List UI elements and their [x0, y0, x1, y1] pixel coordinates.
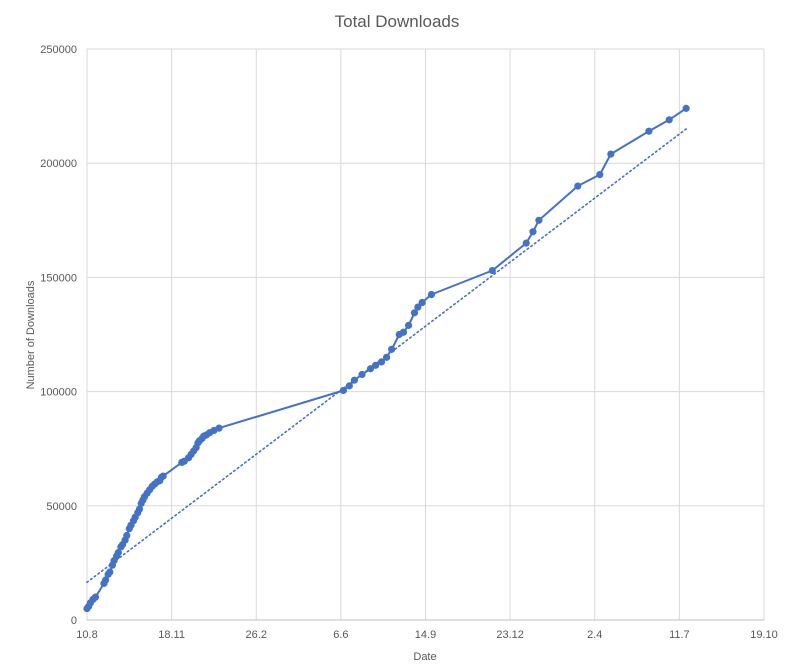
x-tick-label: 10.8	[76, 629, 97, 641]
data-point	[522, 239, 530, 247]
y-tick-label: 150000	[40, 272, 77, 284]
data-point	[535, 216, 543, 224]
chart-title: Total Downloads	[335, 12, 460, 31]
data-point	[427, 290, 436, 299]
data-point	[358, 370, 366, 379]
axes	[86, 49, 764, 621]
gridlines	[87, 48, 765, 620]
data-point	[488, 266, 496, 275]
data-point	[377, 358, 386, 366]
x-tick-label: 2.4	[587, 629, 602, 641]
x-tick-label: 23.12	[496, 629, 524, 641]
data-point	[574, 182, 582, 190]
data-point	[418, 298, 426, 307]
data-point	[135, 505, 144, 513]
data-point	[399, 328, 408, 336]
x-tick-label: 18.11	[158, 629, 185, 641]
data-point	[665, 116, 673, 124]
y-tick-label: 0	[71, 615, 77, 627]
data-point	[682, 104, 690, 112]
x-axis-label: Date	[413, 651, 436, 663]
y-axis-label: Number of Downloads	[25, 280, 37, 389]
data-point	[414, 303, 422, 311]
series-downloads	[83, 104, 690, 613]
x-tick-label: 14.9	[415, 629, 436, 641]
data-point	[339, 386, 348, 395]
data-point	[371, 361, 380, 369]
data-point	[404, 321, 413, 329]
data-point	[345, 382, 353, 390]
data-point	[607, 150, 615, 158]
data-point	[159, 472, 167, 480]
x-tick-label: 6.6	[333, 629, 348, 641]
data-point	[645, 127, 653, 135]
data-point	[91, 593, 100, 601]
y-tick-label: 50000	[46, 501, 77, 513]
x-axis-tick-labels: 10.8 18.11 26.2 6.6 14.9 23.12 2.4 11.7 19.10	[76, 629, 777, 641]
x-tick-label: 26.2	[246, 629, 267, 641]
y-tick-label: 250000	[40, 44, 77, 56]
data-point	[350, 376, 359, 384]
trendline	[86, 128, 687, 584]
data-point	[123, 531, 131, 540]
data-point	[215, 424, 223, 432]
y-axis-tick-labels: 0 50000 100000 150000 200000 250000	[40, 44, 77, 627]
data-point	[388, 345, 396, 353]
data-point	[382, 353, 391, 361]
y-tick-label: 100000	[40, 387, 77, 399]
data-point	[366, 365, 375, 373]
x-tick-label: 11.7	[669, 629, 690, 641]
data-point	[106, 568, 114, 576]
data-point	[529, 228, 537, 236]
data-point	[102, 576, 110, 584]
data-point	[596, 171, 604, 179]
trendline-dotted	[86, 128, 687, 584]
data-point	[410, 309, 419, 317]
data-point	[114, 549, 122, 557]
x-tick-label: 19.10	[750, 629, 778, 641]
y-tick-label: 200000	[40, 158, 77, 170]
